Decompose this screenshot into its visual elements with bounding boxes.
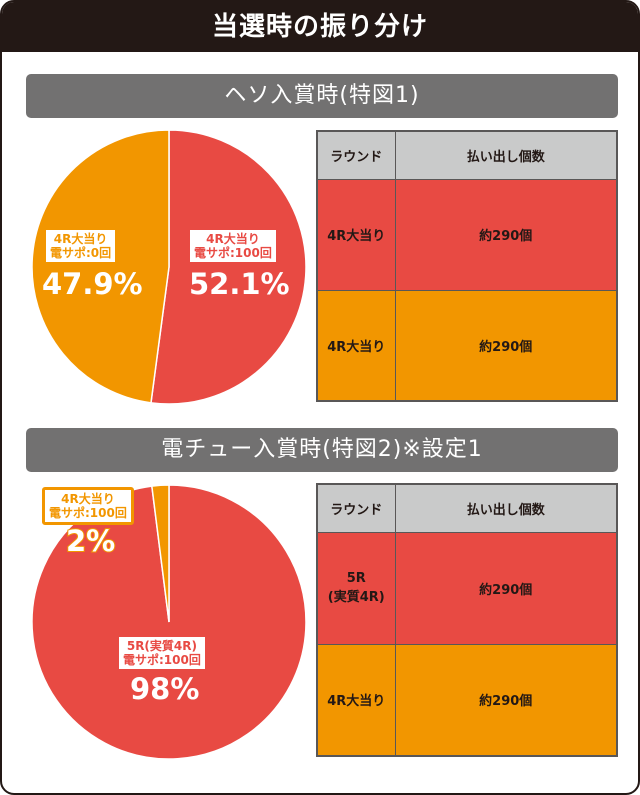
cell-round: 5R (実質4R) — [316, 531, 396, 645]
cell-payout: 約290個 — [394, 289, 618, 402]
page-title: 当選時の振り分け — [2, 2, 638, 52]
col-payout: 払い出し個数 — [394, 483, 618, 533]
col-round: ラウンド — [316, 130, 396, 180]
slice-percent-red: 52.1% — [189, 267, 290, 301]
slice-percent-orange: 47.9% — [42, 267, 143, 301]
slice-percent-orange: 2% — [65, 523, 116, 559]
cell-round: 4R大当り — [316, 643, 396, 757]
pie-slice — [31, 129, 170, 404]
label-line2: 電サポ:100回 — [123, 653, 201, 667]
pie-slice — [150, 484, 170, 623]
label-line2: 電サポ:0回 — [50, 246, 112, 260]
table-row: 4R大当り 約290個 — [316, 643, 618, 757]
table-row: 5R (実質4R) 約290個 — [316, 531, 618, 645]
cell-round: 4R大当り — [316, 178, 396, 291]
pie-chart-2 — [31, 484, 307, 760]
cell-round: 4R大当り — [316, 289, 396, 402]
col-round: ラウンド — [316, 483, 396, 533]
slice-label-4r-0: 4R大当り 電サポ:0回 — [46, 230, 116, 262]
pie-slice — [150, 129, 307, 405]
slice-label-4r-100: 4R大当り 電サポ:100回 — [190, 230, 276, 262]
table-row: 4R大当り 約290個 — [316, 178, 618, 291]
payout-table-1: ラウンド 払い出し個数 4R大当り 約290個 4R大当り 約290個 — [316, 130, 618, 402]
slice-label-5r: 5R(実質4R) 電サポ:100回 — [119, 637, 205, 669]
col-payout: 払い出し個数 — [394, 130, 618, 180]
section-heading-2: 電チュー入賞時(特図2)※設定1 — [26, 428, 618, 472]
section-heading-1: ヘソ入賞時(特図1) — [26, 74, 618, 118]
label-line1: 4R大当り — [206, 232, 260, 246]
table-row: 4R大当り 約290個 — [316, 289, 618, 402]
payout-table-2: ラウンド 払い出し個数 5R (実質4R) 約290個 4R大当り 約290個 — [316, 483, 618, 757]
label-line2: 電サポ:100回 — [194, 246, 272, 260]
label-line1: 4R大当り — [61, 492, 115, 506]
pie-chart-1 — [31, 129, 307, 405]
slice-label-4r: 4R大当り 電サポ:100回 — [42, 487, 134, 525]
label-line2: 電サポ:100回 — [49, 506, 127, 520]
cell-payout: 約290個 — [394, 178, 618, 291]
label-line1: 5R(実質4R) — [126, 639, 197, 653]
cell-payout: 約290個 — [394, 643, 618, 757]
label-line1: 4R大当り — [53, 232, 108, 246]
cell-payout: 約290個 — [394, 531, 618, 645]
slice-percent-red: 98% — [130, 672, 200, 706]
